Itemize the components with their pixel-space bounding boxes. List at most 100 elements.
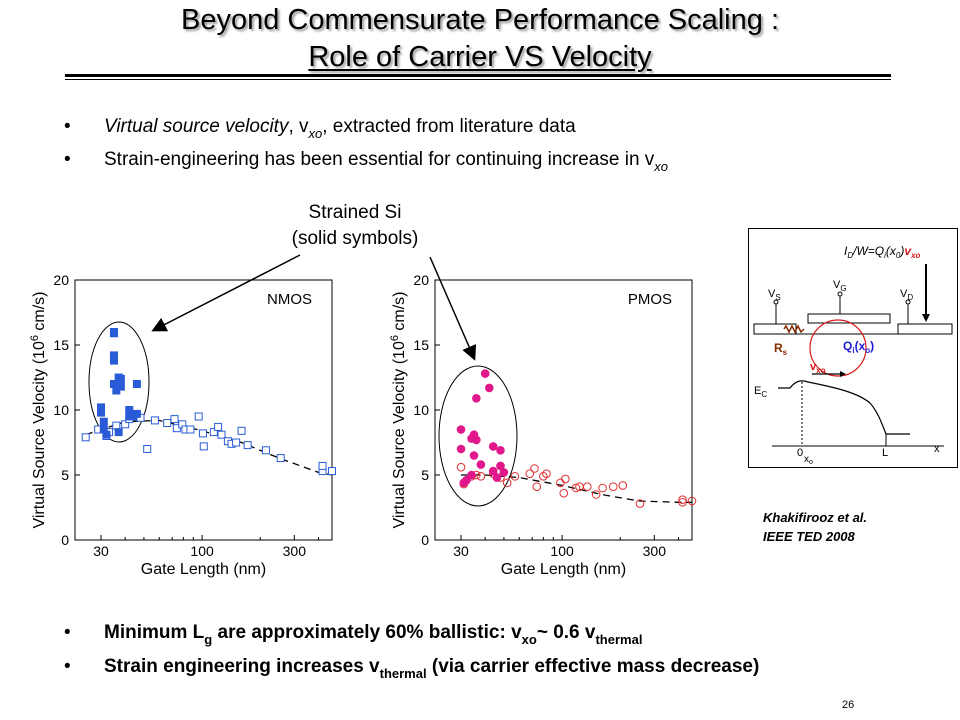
pmos-unstrained-point-24	[635, 499, 645, 508]
pmos-strained-point-0	[456, 425, 466, 434]
nmos-unstrained-point-27	[243, 441, 252, 450]
nmos-xlabel: Gate Length (nm)	[141, 561, 266, 578]
pmos-strained-point-7	[472, 435, 481, 445]
title-rule-thick	[65, 74, 891, 77]
reference-line1: Khakifirooz et al.	[763, 510, 868, 525]
ec-label: EC	[754, 385, 767, 399]
nmos-unstrained-point-16	[186, 425, 195, 434]
nmos-xtick-label-0: 30	[93, 543, 109, 559]
bullet-1-text: , v	[288, 116, 309, 137]
pmos-strained-point-15	[496, 461, 505, 471]
nmos-strained-point-12	[116, 382, 125, 391]
bullet-marker-3: •	[64, 622, 71, 643]
zero-label: 0	[797, 447, 803, 459]
pmos-strained-point-12	[488, 442, 498, 451]
pmos-unstrained-point-20	[591, 490, 601, 499]
pmos-unstrained-point-15	[559, 488, 569, 498]
nmos-strained-point-20	[129, 411, 138, 420]
pmos-strained-ellipse	[438, 365, 518, 507]
nmos-unstrained-point-28	[261, 446, 270, 455]
pmos-unstrained-point-23	[618, 481, 628, 490]
pmos-strained-point-6	[469, 451, 479, 460]
nmos-unstrained-point-5	[121, 420, 130, 429]
pmos-strained-point-10	[480, 369, 490, 378]
vg-label: VG	[833, 279, 847, 293]
pmos-unstrained-point-7	[502, 478, 512, 488]
pmos-xtick-label-0: 30	[453, 543, 469, 559]
L-label: L	[882, 447, 888, 459]
title-rule-thin	[65, 79, 891, 80]
pmos-strained-point-17	[467, 470, 476, 480]
bullet-marker-4: •	[64, 656, 71, 677]
pmos-unstrained-point-26	[678, 495, 687, 504]
nmos-unstrained-point-10	[150, 416, 159, 425]
pmos-chart: 0 5 10 15 20 30 100 300 Gate Length (nm) Virtual …	[390, 272, 697, 578]
pmos-ytick-label-1: 5	[421, 467, 429, 483]
bullet-marker-2: •	[64, 149, 71, 170]
reference: Khakifirooz et al. IEEE TED 2008	[763, 508, 867, 546]
nmos-panel-label: NMOS	[267, 291, 312, 308]
page-number: 26	[842, 699, 855, 711]
pmos-strained-point-18	[488, 466, 498, 476]
vd-label: VD	[900, 288, 913, 302]
pmos-ylabel: Virtual Source Velocity (106 cm/s)	[390, 291, 408, 528]
pmos-ytick-label-2: 10	[413, 402, 429, 418]
pmos-strained-point-13	[492, 473, 502, 482]
pmos-xtick-label-2: 300	[643, 543, 667, 559]
nmos-strained-point-18	[102, 430, 111, 439]
nmos-unstrained-point-0	[81, 433, 90, 442]
pmos-unstrained-point-12	[539, 472, 548, 481]
callout-arrow-pmos	[429, 256, 477, 361]
pmos-strained-point-1	[456, 444, 466, 454]
callout-arrow-nmos	[151, 254, 301, 332]
callout-line2: (solid symbols)	[291, 228, 419, 249]
nmos-strained-point-2	[99, 417, 108, 426]
bullet-2: Strain-engineering has been essential fo…	[104, 149, 668, 174]
pmos-unstrained-point-8	[510, 472, 520, 481]
nmos-ytick-label-3: 15	[53, 337, 69, 353]
nmos-unstrained-point-21	[214, 422, 223, 431]
pmos-unstrained-point-4	[476, 472, 486, 481]
nmos-strained-point-7	[109, 356, 118, 365]
bullet-1-italic: Virtual source velocity	[104, 116, 289, 137]
vxo-label: vxo	[810, 361, 826, 375]
pmos-unstrained-point-9	[525, 469, 535, 478]
pmos-unstrained-point-27	[687, 496, 697, 506]
virtual-source-circle	[809, 319, 867, 377]
nmos-ytick-label-4: 20	[53, 272, 69, 288]
pmos-unstrained-point-22	[608, 482, 618, 491]
device-diagram: ID/W=Qi(x0)vxo VS VG VD Rs Qi(xo) vxo EC…	[748, 228, 958, 468]
diagram-frame	[748, 228, 958, 468]
nmos-unstrained-point-26	[237, 426, 246, 435]
xo-label: xo	[804, 454, 813, 466]
pmos-ytick-label-4: 20	[413, 272, 429, 288]
nmos-strained-point-1	[97, 408, 106, 417]
nmos-xtick-label-2: 300	[283, 543, 307, 559]
nmos-strained-point-17	[132, 380, 141, 388]
nmos-ytick-label-1: 5	[61, 467, 69, 483]
rs-resistor	[783, 324, 805, 334]
nmos-chart: 0 5 10 15 20 30 100 300 Gate Length (nm) Virtual …	[30, 272, 336, 578]
diagram-equation: ID/W=Qi(x0)vxo	[844, 244, 921, 260]
nmos-unstrained-point-29	[276, 454, 285, 463]
pmos-unstrained-point-16	[561, 474, 570, 484]
nmos-unstrained-point-12	[170, 415, 179, 424]
slide-title-line2: Role of Carrier VS Velocity	[308, 41, 652, 73]
bullet-2-text: Strain-engineering has been essential fo…	[104, 149, 655, 170]
nmos-unstrained-point-32	[328, 467, 336, 476]
pmos-strained-point-16	[499, 468, 509, 477]
nmos-strained-point-11	[116, 374, 125, 383]
pmos-strained-point-11	[484, 383, 494, 393]
nmos-unstrained-point-18	[198, 429, 207, 438]
gate-rect	[807, 313, 891, 324]
x-label: x	[934, 443, 940, 455]
rs-label: Rs	[774, 341, 788, 357]
nmos-strained-ellipse	[88, 321, 150, 443]
bullet-3: Minimum Lg are approximately 60% ballist…	[104, 622, 643, 647]
qi-label: Qi(xo)	[843, 339, 874, 355]
slide-title-line1: Beyond Commensurate Performance Scaling …	[180, 4, 779, 36]
bullet-1-tail: , extracted from literature data	[322, 116, 576, 137]
pmos-unstrained-point-10	[530, 464, 539, 473]
pmos-unstrained-point-0	[456, 462, 466, 472]
